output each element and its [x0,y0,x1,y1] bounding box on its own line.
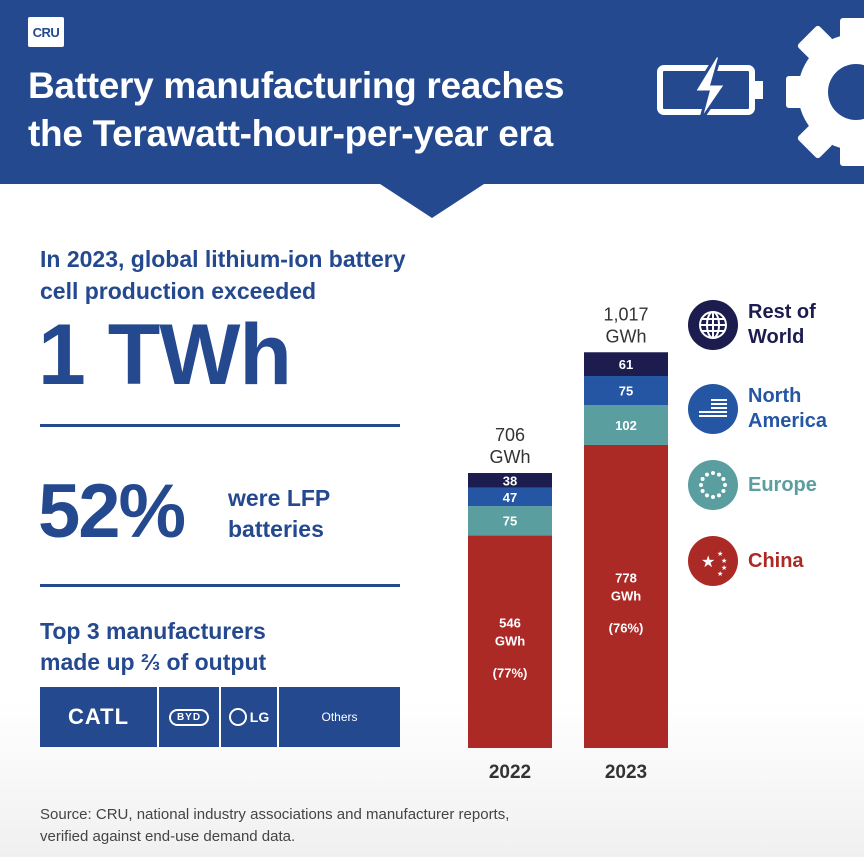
battery-icon [657,56,763,122]
cru-logo: CRU [28,17,64,47]
bar-total-unit: GWh [489,447,530,467]
bar-segment-north-america-2022 [468,487,552,507]
segment-value-label: 47 [503,490,517,505]
stat-production-line-2: cell production exceeded [40,278,317,304]
bar-segment-rest-of-world-2022 [468,473,552,488]
stat-manufacturers-text: Top 3 manufacturers made up ⅔ of output [40,616,410,678]
stat-lfp-line-1: were LFP [228,485,331,511]
segment-value-label: 38 [503,473,517,488]
page-title: Battery manufacturing reaches the Terawa… [28,62,628,158]
x-tick-label: 2023 [605,762,647,783]
title-line-1: Battery manufacturing reaches [28,65,565,106]
divider [40,424,400,427]
manufacturer-others: Others [321,710,358,724]
bar-segment-europe-2022 [468,506,552,536]
svg-text:★: ★ [721,564,727,572]
lg-label: LG [249,709,270,725]
globe-icon [688,300,738,350]
china-unit-label: GWh [611,588,641,603]
stacked-bar-chart: 546GWh(77%)754738706GWh2022778GWh(76%)10… [468,304,668,783]
svg-text:★: ★ [717,570,723,578]
manufacturer-catl: CATL [40,687,159,747]
stat-lfp-value: 52% [38,469,186,554]
bar-segment-rest-of-world-2023 [584,352,668,377]
us-flag-icon [688,384,738,434]
svg-text:★: ★ [701,552,715,571]
gear-icon [786,18,864,166]
bar-total-value: 706 [495,425,525,445]
lg-logo-icon [228,708,247,726]
stat-manufacturers-line-2: made up ⅔ of output [40,649,267,675]
manufacturer-byd: BYD [159,687,221,747]
stat-production-line-1: In 2023, global lithium-ion battery [40,246,406,272]
china-value-label: 778 [615,570,637,585]
legend-label-line: China [748,549,804,572]
china-share-label: (76%) [609,620,644,635]
legend-label-line: America [748,410,827,432]
bar-segment-europe-2023 [584,405,668,445]
bar-segment-north-america-2023 [584,376,668,406]
bar-segment-china-2022 [468,535,552,748]
legend-item-china: ★ ★ ★ ★ ★ China [688,536,804,586]
china-value-label: 546 [499,616,521,631]
source-note: Source: CRU, national industry associati… [40,804,840,848]
legend-label-europe: Europe [748,473,817,498]
x-tick-label: 2022 [489,762,531,783]
legend-item-north-america: North America [688,384,827,434]
stat-lfp-text: were LFP batteries [228,483,330,545]
china-share-label: (77%) [493,666,528,681]
bar-total-unit: GWh [605,326,646,346]
legend-label-rest-of-world: Rest of World [748,300,816,350]
bar-segment-china-2023 [584,444,668,748]
stat-manufacturers-line-1: Top 3 manufacturers [40,618,266,644]
source-line-2: verified against end-use demand data. [40,828,296,845]
stat-production-value: 1 TWh [38,307,292,403]
divider [40,584,400,587]
china-unit-label: GWh [495,634,525,649]
legend-label-line: Rest of [748,301,816,323]
manufacturer-lg: LG [221,687,279,747]
segment-value-label: 75 [619,384,633,399]
svg-text:★: ★ [717,550,723,558]
legend-label-line: World [748,326,805,348]
segment-value-label: 61 [619,357,633,372]
segment-value-label: 75 [503,514,517,529]
stat-lfp-line-2: batteries [228,516,324,542]
byd-logo: BYD [168,708,210,726]
header-background [0,0,864,218]
legend-label-line: North [748,385,802,407]
legend-item-europe: Europe [688,460,817,510]
source-line-1: Source: CRU, national industry associati… [40,806,510,823]
header-banner: CRU Battery manufacturing reaches the Te… [0,0,864,218]
stat-production-text: In 2023, global lithium-ion battery cell… [40,243,420,307]
segment-value-label: 102 [615,418,637,433]
eu-stars-icon [688,460,738,510]
legend-label-north-america: North America [748,384,827,434]
title-line-2: the Terawatt-hour-per-year era [28,113,553,154]
bar-total-value: 1,017 [603,304,648,324]
svg-text:★: ★ [721,557,727,565]
manufacturer-share-bar: CATL BYD LG Others [40,687,400,747]
legend-item-rest-of-world: Rest of World [688,300,816,350]
legend-label-china: China [748,549,804,574]
legend-label-line: Europe [748,473,817,496]
china-stars-icon: ★ ★ ★ ★ ★ [688,536,738,586]
